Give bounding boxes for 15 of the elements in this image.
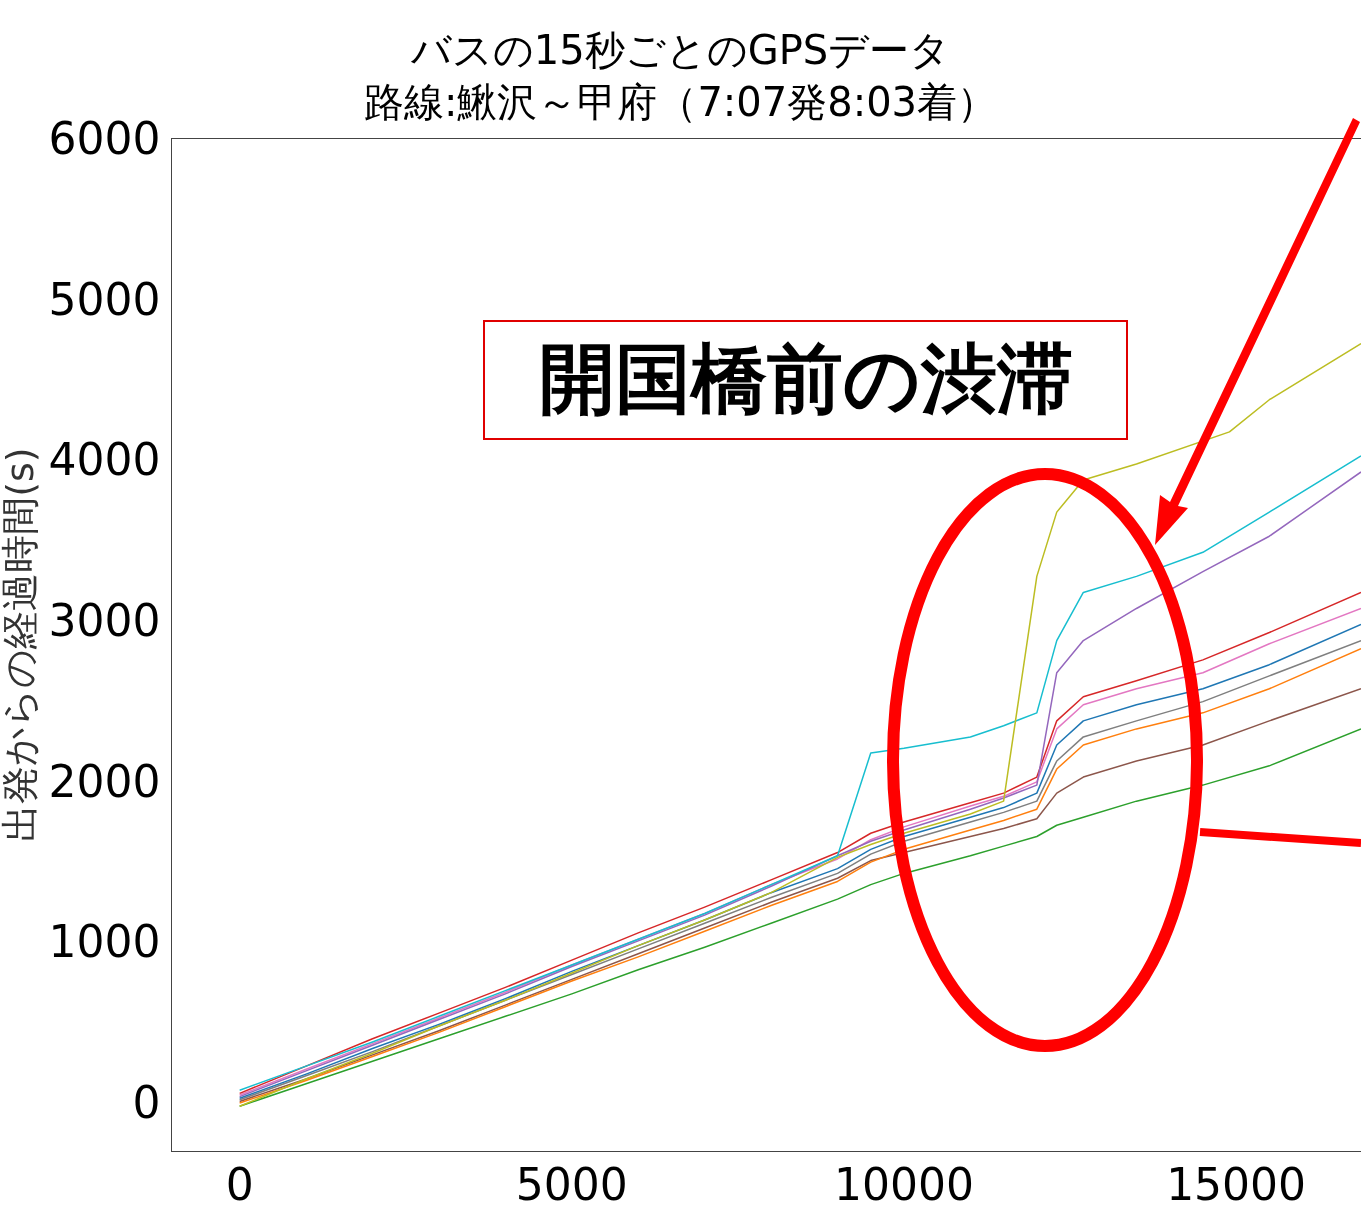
y-tick-label: 4000 [48,434,161,486]
x-tick-label: 0 [225,1159,254,1211]
y-axis-title: 出発からの経過時間(s) [0,447,42,842]
y-tick-label: 5000 [48,273,161,325]
y-tick-label: 2000 [48,755,161,807]
x-tick-label: 15000 [1166,1159,1307,1211]
chart-title: バスの15秒ごとのGPSデータ [409,27,951,74]
y-tick-label: 3000 [48,594,161,646]
y-tick-label: 0 [132,1076,161,1128]
y-tick-label: 1000 [48,916,161,968]
x-tick-label: 10000 [833,1159,974,1211]
x-tick-label: 5000 [515,1159,628,1211]
y-tick-label: 6000 [48,113,161,165]
annotation: 開国橋前の渋滞 [483,320,1128,440]
chart-subtitle: 路線:鰍沢～甲府（7:07発8:03着） [363,79,998,126]
